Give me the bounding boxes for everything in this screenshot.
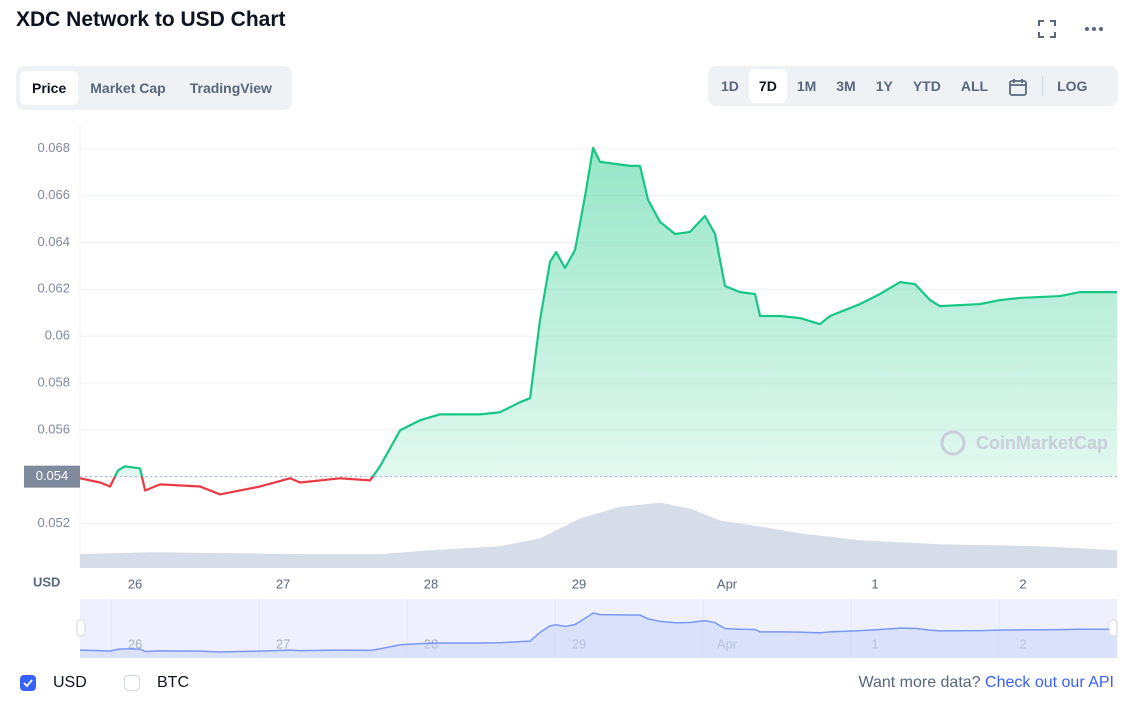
- range-button[interactable]: 1Y: [875, 78, 893, 94]
- fullscreen-icon[interactable]: [1036, 18, 1058, 40]
- navigator-bg: [80, 599, 1117, 658]
- x-tick-label: 26: [128, 576, 142, 591]
- api-link[interactable]: Check out our API: [985, 674, 1114, 691]
- tab-group: Price Market Cap TradingView: [16, 66, 292, 110]
- y-tick-label: 0.06: [45, 328, 70, 343]
- checkbox-label: USD: [53, 674, 87, 691]
- range-button[interactable]: 1M: [796, 78, 817, 94]
- x-tick-label: 28: [424, 576, 438, 591]
- footer: Want more data? Check out our API: [858, 674, 1114, 692]
- footer-text: Want more data?: [858, 674, 981, 691]
- calendar-icon: [1009, 79, 1027, 97]
- tab[interactable]: Market Cap: [90, 80, 166, 96]
- navigator-tick-label: 2: [1019, 636, 1026, 651]
- navigator-area: [80, 613, 1117, 658]
- y-tick-label: 0.052: [37, 515, 70, 530]
- currency-checkbox[interactable]: BTC: [124, 674, 189, 692]
- price-line: [79, 146, 1117, 496]
- watermark: CoinMarketCap: [976, 433, 1108, 453]
- y-tick-label: 0.054: [37, 468, 70, 483]
- page-title: XDC Network to USD Chart: [16, 8, 286, 31]
- navigator-handle: [1108, 619, 1118, 637]
- range-button[interactable]: 3M: [836, 78, 856, 94]
- range-button[interactable]: 1D: [721, 78, 739, 94]
- navigator-tick-label: 1: [871, 636, 878, 651]
- y-tick-label: 0.066: [37, 187, 70, 202]
- check-mark: [23, 679, 33, 688]
- currency-checkbox[interactable]: USD: [20, 674, 87, 692]
- y-tick-label: 0.058: [37, 374, 70, 389]
- y-tick-label: 0.064: [37, 234, 70, 249]
- navigator-tick-label: 27: [276, 636, 290, 651]
- range-group: 1D 7D 1M 3M 1Y YTD ALL LOG: [708, 66, 1118, 106]
- divider: [1042, 76, 1044, 96]
- y-tick-label: 0.068: [37, 140, 70, 155]
- checkbox-label: BTC: [157, 674, 189, 691]
- more-icon[interactable]: [1083, 18, 1105, 40]
- navigator-handle: [76, 619, 86, 637]
- baseline-label: 0.054: [36, 468, 69, 483]
- navigator-tick-label: Apr: [717, 636, 738, 651]
- navigator-tick-label: 26: [128, 636, 142, 651]
- range-button[interactable]: ALL: [960, 78, 989, 94]
- watermark-logo: [940, 430, 966, 456]
- volume-area: [80, 502, 1117, 568]
- checkbox: [20, 675, 36, 691]
- x-tick-label: 29: [572, 576, 586, 591]
- y-axis-label: USD: [33, 574, 60, 589]
- checkbox: [124, 675, 140, 691]
- y-tick-label: 0.062: [37, 281, 70, 296]
- baseline-label-bg: [24, 465, 80, 488]
- navigator-tick-label: 28: [424, 636, 438, 651]
- navigator-line: [79, 612, 1117, 653]
- price-area: [114, 147, 1117, 477]
- y-tick-label: 0.056: [37, 421, 70, 436]
- calendar-button[interactable]: [998, 69, 1038, 103]
- range-button[interactable]: 7D: [748, 69, 787, 103]
- x-tick-label: 2: [1019, 576, 1026, 591]
- x-tick-label: 27: [276, 576, 290, 591]
- tab[interactable]: Price: [20, 71, 79, 105]
- range-button[interactable]: YTD: [912, 78, 941, 94]
- x-tick-label: 1: [871, 576, 878, 591]
- tab[interactable]: TradingView: [189, 80, 272, 96]
- navigator-tick-label: 29: [572, 636, 586, 651]
- x-tick-label: Apr: [717, 576, 738, 591]
- log-button[interactable]: LOG: [1057, 78, 1088, 94]
